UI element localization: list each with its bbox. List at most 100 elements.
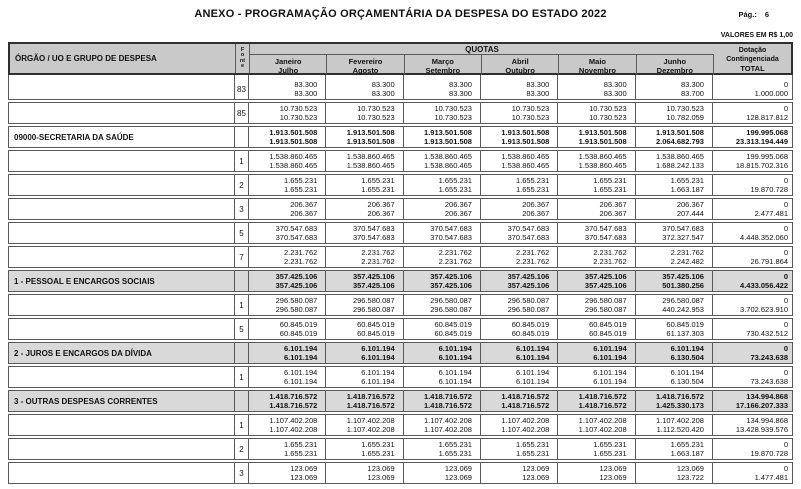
month-value-cell: 206.367 206.367 xyxy=(404,199,481,219)
value-line2: 2.231.762 xyxy=(515,257,550,266)
value-line1: 206.367 xyxy=(522,200,550,209)
value-line2: 1.418.716.572 xyxy=(501,401,550,410)
value-line2: 2.231.762 xyxy=(438,257,472,266)
month-value-cell: 6.101.194 6.101.194 xyxy=(249,367,327,387)
value-line1: 123.069 xyxy=(367,464,395,473)
total-line2: 4.433.056.422 xyxy=(740,281,788,290)
table-row-group: 7 2.231.762 2.231.762 2.231.762 2.231.762 2.2… xyxy=(8,246,793,268)
month-top-label: Fevereiro xyxy=(348,57,383,66)
total-line1: 0 xyxy=(783,272,788,281)
value-line1: 1.655.231 xyxy=(361,176,395,185)
value-line2: 1.655.231 xyxy=(515,449,550,458)
total-line2: 128.817.812 xyxy=(746,113,788,122)
value-line1: 83.300 xyxy=(371,80,395,89)
value-line2: 83.300 xyxy=(294,89,318,98)
total-line1: 0 xyxy=(783,80,788,89)
value-line1: 1.913.501.508 xyxy=(578,128,627,137)
month-value-cell: 60.845.019 60.845.019 xyxy=(481,319,559,339)
value-line2: 60.845.019 xyxy=(589,329,627,338)
month-value-cell: 123.069 123.722 xyxy=(636,463,713,483)
table-row-group: 5 370.547.683 370.547.683 370.547.683 370.54… xyxy=(8,222,793,244)
value-line1: 60.845.019 xyxy=(666,320,704,329)
value-line2: 6.101.194 xyxy=(283,377,318,386)
value-line2: 123.722 xyxy=(676,473,704,482)
month-value-cell: 6.101.194 6.101.194 xyxy=(249,343,327,363)
value-line1: 1.418.716.572 xyxy=(269,392,318,401)
month-bottom-label: Outubro xyxy=(505,66,535,75)
value-line2: 1.913.501.508 xyxy=(346,137,395,146)
row-label xyxy=(9,103,235,123)
month-value-cell: 2.231.762 2.231.762 xyxy=(326,247,404,267)
month-value-cell: 10.730.523 10.782.059 xyxy=(636,103,713,123)
value-line2: 1.112.520.420 xyxy=(656,425,704,434)
row-label xyxy=(9,199,235,219)
month-value-cell: 1.538.860.465 1.538.860.465 xyxy=(481,151,559,171)
month-value-cell: 1.655.231 1.655.231 xyxy=(249,175,327,195)
month-value-cell: 123.069 123.069 xyxy=(481,463,559,483)
month-value-cell: 10.730.523 10.730.523 xyxy=(326,103,404,123)
value-line2: 123.069 xyxy=(599,473,627,482)
value-line1: 6.101.194 xyxy=(283,368,318,377)
value-line2: 2.064.682.793 xyxy=(656,137,704,146)
row-label xyxy=(9,439,235,459)
quotas-header-block: QUOTAS Janeiro Julho Fevereiro Agosto Março S… xyxy=(250,44,714,75)
value-line2: 83.700 xyxy=(681,89,704,98)
month-value-cell: 2.231.762 2.231.762 xyxy=(249,247,327,267)
value-line1: 1.655.231 xyxy=(438,440,472,449)
fonte-vertical-label: Fonte xyxy=(239,46,246,69)
row-label: 3 - OUTRAS DESPESAS CORRENTES xyxy=(9,391,235,411)
value-line1: 6.101.194 xyxy=(593,368,627,377)
month-value-cell: 1.655.231 1.655.231 xyxy=(326,439,404,459)
value-line2: 296.580.087 xyxy=(584,305,627,314)
total-line2: 730.432.512 xyxy=(746,329,788,338)
month-top-label: Maio xyxy=(588,57,607,66)
value-line2: 123.069 xyxy=(290,473,318,482)
value-line1: 1.538.860.465 xyxy=(424,152,472,161)
value-line2: 123.069 xyxy=(444,473,472,482)
month-value-cell: 206.367 206.367 xyxy=(326,199,404,219)
table-row-group: 1 1.538.860.465 1.538.860.465 1.538.860.465… xyxy=(8,150,793,172)
value-line1: 357.425.106 xyxy=(430,272,472,281)
total-line1: 0 xyxy=(783,296,788,305)
month-value-cell: 1.655.231 1.655.231 xyxy=(404,175,481,195)
value-line2: 1.655.231 xyxy=(361,185,395,194)
month-value-cell: 370.547.683 370.547.683 xyxy=(558,223,636,243)
month-value-cell: 60.845.019 60.845.019 xyxy=(326,319,404,339)
column-header-quotas: QUOTAS xyxy=(250,44,714,55)
row-label xyxy=(9,223,235,243)
value-line2: 83.300 xyxy=(526,89,550,98)
value-line1: 296.580.087 xyxy=(662,296,704,305)
table-row-group: 3 123.069 123.069 123.069 123.069 123.069 123.… xyxy=(8,462,793,484)
value-line1: 1.418.716.572 xyxy=(501,392,550,401)
table-row-group: 2 1.655.231 1.655.231 1.655.231 1.655.231 1.6… xyxy=(8,174,793,196)
value-line1: 10.730.523 xyxy=(279,104,318,113)
total-line2: 26.791.864 xyxy=(750,257,788,266)
value-line1: 370.547.683 xyxy=(352,224,395,233)
budget-table: ÓRGÃO / UO E GRUPO DE DESPESA Fonte QUOT… xyxy=(8,42,793,484)
value-line2: 6.101.194 xyxy=(361,377,395,386)
value-line1: 1.538.860.465 xyxy=(656,152,704,161)
value-line1: 370.547.683 xyxy=(662,224,704,233)
row-fonte: 7 xyxy=(235,247,249,267)
month-value-cell: 1.418.716.572 1.418.716.572 xyxy=(558,391,636,411)
month-value-cell: 357.425.106 357.425.106 xyxy=(326,271,404,291)
month-value-cell: 357.425.106 501.380.256 xyxy=(636,271,713,291)
table-row-group: 2 - JUROS E ENCARGOS DA DÍVIDA 6.101.194 6… xyxy=(8,342,793,364)
month-value-cell: 6.101.194 6.101.194 xyxy=(404,367,481,387)
month-value-cell: 357.425.106 357.425.106 xyxy=(558,271,636,291)
total-line1: 0 xyxy=(783,200,788,209)
value-line1: 296.580.087 xyxy=(430,296,472,305)
table-header: ÓRGÃO / UO E GRUPO DE DESPESA Fonte QUOT… xyxy=(8,42,793,75)
total-line1: 134.994.868 xyxy=(746,416,788,425)
value-line2: 1.538.860.465 xyxy=(346,161,395,170)
total-value-cell: 134.994.868 13.428.939.576 xyxy=(713,415,792,435)
value-line2: 296.580.087 xyxy=(430,305,472,314)
month-value-cell: 1.913.501.508 2.064.682.793 xyxy=(636,127,713,147)
value-line1: 296.580.087 xyxy=(507,296,550,305)
value-line1: 1.913.501.508 xyxy=(269,128,318,137)
value-line2: 1.688.242.133 xyxy=(656,161,704,170)
value-line2: 6.101.194 xyxy=(515,353,550,362)
month-value-cell: 1.655.231 1.655.231 xyxy=(404,439,481,459)
month-bottom-label: Dezembro xyxy=(656,66,693,75)
month-value-cell: 206.367 207.444 xyxy=(636,199,713,219)
